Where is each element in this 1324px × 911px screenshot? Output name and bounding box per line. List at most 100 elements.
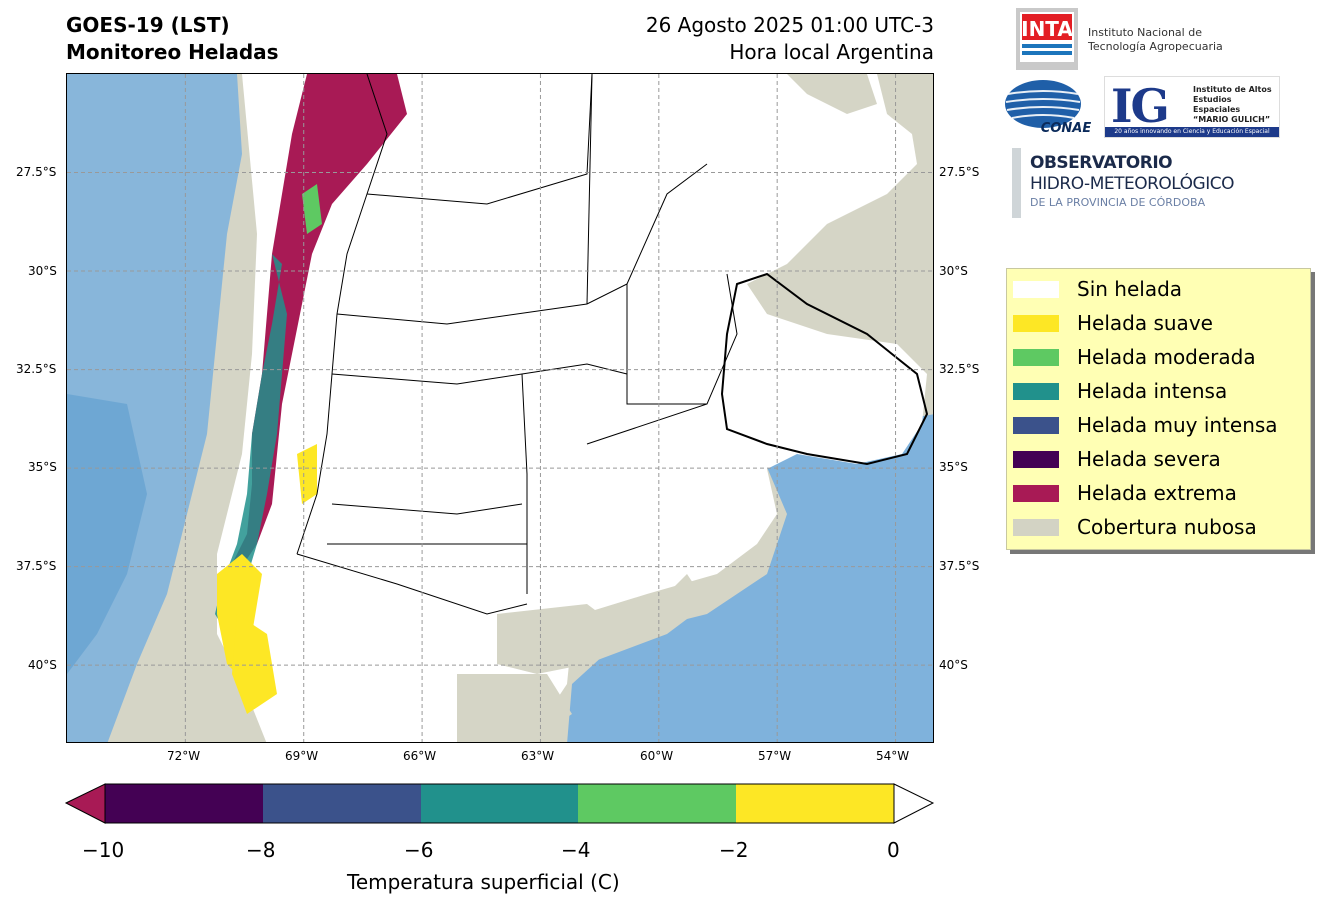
legend-label: Helada suave [1077, 311, 1213, 335]
legend-swatch [1013, 450, 1059, 468]
colorbar-extend-min [64, 783, 106, 824]
colorbar-tick-0: 0 [887, 838, 900, 862]
frost-intense-band [215, 254, 287, 634]
map-canvas [67, 74, 933, 742]
ig-name-line-2: Estudios Espaciales [1193, 95, 1241, 114]
lat-label-right-30: 30°S [939, 264, 968, 278]
colorbar-tick-minus2: −2 [719, 838, 749, 862]
ig-mark: IG [1111, 79, 1170, 133]
colorbar-segment-2 [263, 784, 421, 823]
legend-item-helada-extrema: Helada extrema [1013, 480, 1237, 506]
title-line-2: Monitoreo Heladas [66, 40, 279, 64]
uruguay-border [720, 272, 929, 466]
ig-gulich-logo: IG Instituto de Altos Estudios Espaciale… [1104, 76, 1280, 138]
legend-swatch [1013, 382, 1059, 400]
inta-mark: INTA [1021, 17, 1073, 41]
inta-name-line-1: Instituto Nacional de [1088, 26, 1202, 39]
lat-label-right-40: 40°S [939, 658, 968, 672]
lon-label-54: 54°W [876, 749, 910, 763]
legend: Sin helada Helada suave Helada moderada … [1006, 268, 1311, 550]
inta-name-line-2: Tecnología Agropecuaria [1088, 40, 1223, 53]
legend-label: Helada severa [1077, 447, 1221, 471]
map-datetime: 26 Agosto 2025 01:00 UTC-3 Hora local Ar… [646, 12, 934, 66]
pacific-ocean-deep [67, 394, 147, 674]
lon-label-72: 72°W [167, 749, 201, 763]
legend-swatch [1013, 314, 1059, 332]
lon-label-66: 66°W [403, 749, 437, 763]
observatorio-line-3: DE LA PROVINCIA DE CÓRDOBA [1030, 196, 1206, 209]
colorbar-segment-3 [421, 784, 578, 823]
colorbar-tick-minus10: −10 [82, 838, 125, 862]
graticule [67, 74, 933, 742]
lat-label-left-40: 40°S [28, 658, 57, 672]
frost-moderate-patch [302, 184, 322, 234]
ig-tagline: 20 años innovando en Ciencia y Educación… [1105, 127, 1279, 137]
observatorio-bar [1012, 148, 1021, 218]
frost-mild-patch-2 [232, 614, 277, 714]
cloud-patch-2 [457, 674, 572, 742]
colorbar-label: Temperatura superficial (C) [347, 870, 620, 894]
lat-label-left-27-5: 27.5°S [16, 165, 57, 179]
map-title: GOES-19 (LST) Monitoreo Heladas [66, 12, 279, 66]
legend-label: Helada moderada [1077, 345, 1256, 369]
lat-label-right-27-5: 27.5°S [939, 165, 980, 179]
colorbar-extend-max [893, 783, 935, 824]
legend-item-helada-severa: Helada severa [1013, 446, 1221, 472]
local-time-line: Hora local Argentina [729, 40, 934, 64]
lon-label-60: 60°W [640, 749, 674, 763]
ig-name-line-3: “MARIO GULICH” [1193, 115, 1271, 124]
lat-label-left-30: 30°S [28, 264, 57, 278]
colorbar-segment-4 [578, 784, 736, 823]
lat-label-left-32-5: 32.5°S [16, 362, 57, 376]
frost-mild-patch-3 [297, 444, 317, 504]
legend-swatch [1013, 348, 1059, 366]
legend-label: Helada intensa [1077, 379, 1228, 403]
cloud-patch-1 [497, 574, 707, 674]
colorbar-tick-minus8: −8 [246, 838, 276, 862]
colorbar-segment-1 [105, 784, 263, 823]
colorbar-segment-5 [736, 784, 894, 823]
colorbar-tick-minus4: −4 [561, 838, 591, 862]
observatorio-line-2: HIDRO-METEOROLÓGICO [1030, 174, 1234, 194]
legend-label: Sin helada [1077, 277, 1183, 301]
legend-item-helada-suave: Helada suave [1013, 310, 1213, 336]
lat-label-left-35: 35°S [28, 460, 57, 474]
legend-item-sin-helada: Sin helada [1013, 276, 1182, 302]
legend-item-cobertura-nubosa: Cobertura nubosa [1013, 514, 1257, 540]
land-no-frost [217, 74, 927, 742]
lon-label-63: 63°W [521, 749, 555, 763]
cloud-patch-3 [787, 74, 877, 114]
inta-name: Instituto Nacional de Tecnología Agropec… [1088, 26, 1223, 54]
lat-label-right-37-5: 37.5°S [939, 559, 980, 573]
legend-swatch [1013, 518, 1059, 536]
ig-name-line-1: Instituto de Altos [1193, 85, 1272, 94]
title-line-1: GOES-19 (LST) [66, 13, 230, 37]
ig-name: Instituto de Altos Estudios Espaciales “… [1193, 85, 1279, 125]
lon-label-57: 57°W [758, 749, 792, 763]
conae-logo: CONAE [1005, 80, 1092, 136]
atlantic-ocean-east [567, 414, 933, 742]
legend-swatch [1013, 484, 1059, 502]
legend-item-helada-intensa: Helada intensa [1013, 378, 1227, 404]
legend-swatch [1013, 416, 1059, 434]
legend-swatch [1013, 280, 1059, 298]
lat-label-right-35: 35°S [939, 460, 968, 474]
frost-map[interactable] [66, 73, 934, 743]
frost-mild-patch-1 [217, 554, 262, 674]
legend-label: Helada muy intensa [1077, 413, 1278, 437]
colorbar-frame [104, 783, 895, 824]
lat-label-right-32-5: 32.5°S [939, 362, 980, 376]
temperature-colorbar [64, 783, 935, 824]
lat-label-left-37-5: 37.5°S [16, 559, 57, 573]
legend-label: Cobertura nubosa [1077, 515, 1257, 539]
date-line: 26 Agosto 2025 01:00 UTC-3 [645, 13, 934, 37]
legend-item-helada-muy-intensa: Helada muy intensa [1013, 412, 1278, 438]
observatorio-line-1: OBSERVATORIO [1030, 153, 1173, 173]
inta-logo: INTA [1016, 8, 1078, 70]
province-borders [296, 74, 738, 615]
legend-label: Helada extrema [1077, 481, 1237, 505]
legend-item-helada-moderada: Helada moderada [1013, 344, 1256, 370]
lon-label-69: 69°W [285, 749, 319, 763]
conae-mark: CONAE [1041, 121, 1092, 136]
colorbar-tick-minus6: −6 [404, 838, 434, 862]
